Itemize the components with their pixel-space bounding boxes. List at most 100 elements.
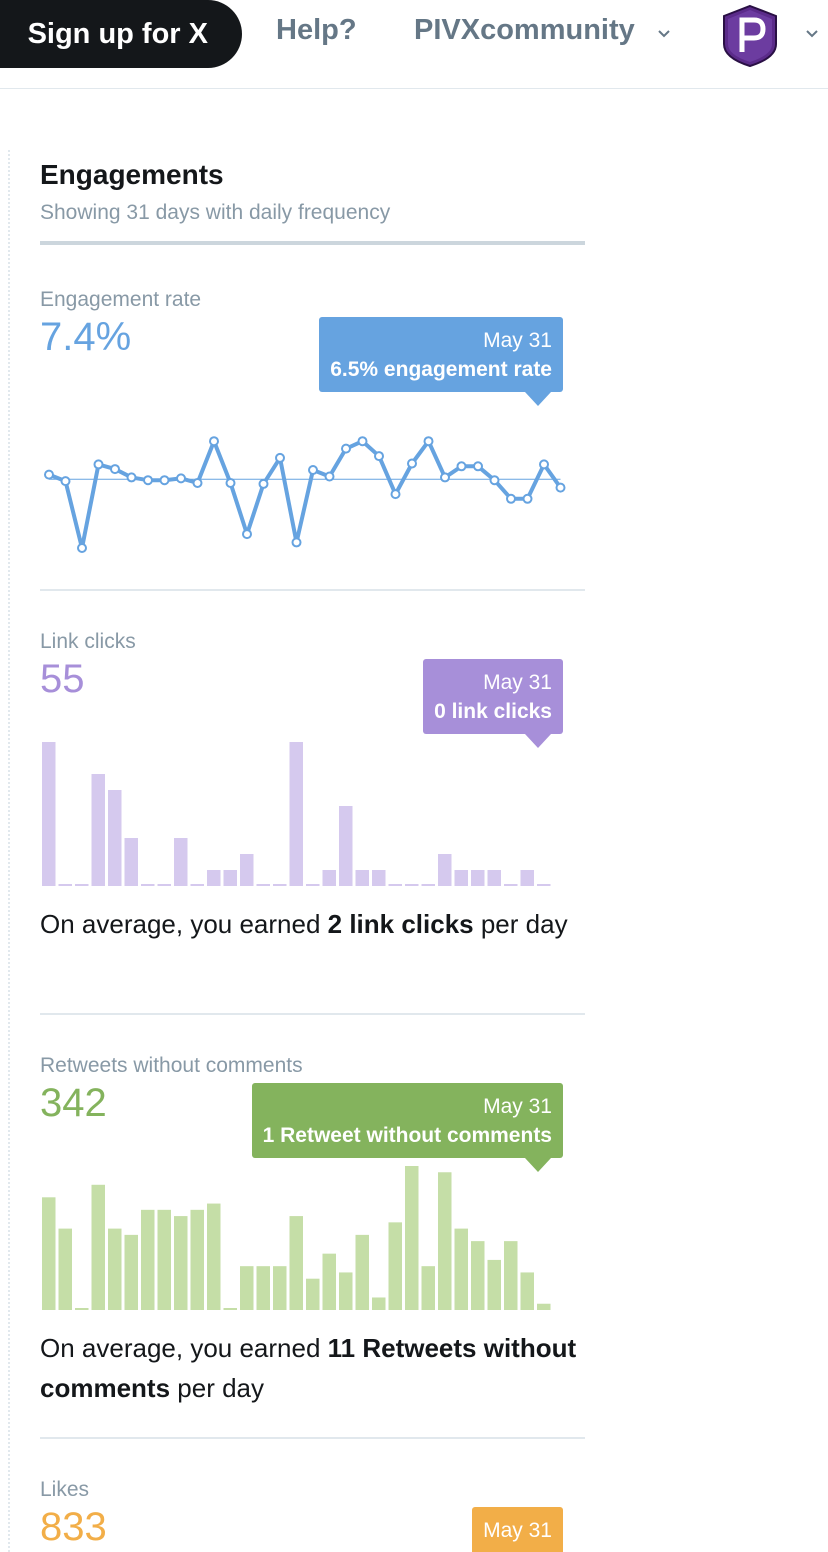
engagement-rate-point[interactable]	[192, 478, 203, 488]
engagement-rate-point[interactable]	[473, 461, 483, 472]
retweets-bar[interactable]	[289, 1216, 304, 1310]
engagement-rate-point[interactable]	[357, 436, 368, 447]
link-clicks-bar[interactable]	[124, 838, 139, 886]
retweets-bar[interactable]	[141, 1209, 155, 1310]
engagement-rate-point[interactable]	[110, 464, 120, 475]
link-clicks-bar[interactable]	[75, 884, 89, 886]
retweets-bar[interactable]	[256, 1266, 271, 1310]
retweets-bar[interactable]	[157, 1209, 172, 1310]
retweets-bar[interactable]	[322, 1253, 337, 1310]
retweets-bar[interactable]	[388, 1222, 403, 1310]
retweets-bar[interactable]	[339, 1272, 353, 1310]
link-clicks-bar[interactable]	[174, 838, 188, 886]
retweets-bar[interactable]	[454, 1228, 469, 1310]
link-clicks-bar[interactable]	[421, 884, 436, 886]
retweets-bar[interactable]	[372, 1297, 386, 1310]
link-clicks-bar[interactable]	[438, 854, 452, 886]
engagement-rate-point[interactable]	[275, 452, 285, 463]
engagement-rate-point[interactable]	[77, 543, 87, 553]
retweets-bar[interactable]	[306, 1278, 320, 1310]
engagement-rate-point[interactable]	[308, 465, 318, 475]
retweets-bar[interactable]	[487, 1259, 502, 1310]
link-clicks-bar[interactable]	[537, 884, 551, 886]
link-clicks-bar[interactable]	[141, 884, 155, 886]
engagement-rate-point[interactable]	[555, 482, 566, 493]
help-link[interactable]: Help?	[276, 14, 357, 46]
retweets-bar[interactable]	[405, 1166, 419, 1310]
engagement-rate-point[interactable]	[258, 478, 269, 489]
engagement-rate-point[interactable]	[324, 471, 335, 482]
engagement-rate-point[interactable]	[390, 489, 401, 500]
engagement-rate-point[interactable]	[242, 529, 252, 540]
retweets-bar[interactable]	[355, 1234, 370, 1310]
link-clicks-bar[interactable]	[190, 884, 205, 886]
retweets-bar[interactable]	[273, 1266, 287, 1310]
engagement-rate-point[interactable]	[225, 478, 236, 488]
retweets-bar[interactable]	[58, 1228, 73, 1310]
retweets-bar[interactable]	[223, 1308, 238, 1310]
retweets-bar[interactable]	[108, 1228, 122, 1310]
link-clicks-bar[interactable]	[42, 742, 56, 886]
engagement-rate-point[interactable]	[440, 472, 450, 483]
engagement-rate-point[interactable]	[341, 443, 351, 454]
engagement-rate-point[interactable]	[60, 476, 71, 487]
engagement-rate-point[interactable]	[456, 461, 467, 472]
engagement-rate-point[interactable]	[539, 459, 549, 470]
engagement-rate-point[interactable]	[423, 436, 434, 447]
link-clicks-bar[interactable]	[339, 806, 353, 886]
link-clicks-bar[interactable]	[487, 870, 502, 886]
engagement-rate-point[interactable]	[489, 475, 500, 486]
pivx-avatar-icon[interactable]	[721, 4, 779, 68]
retweets-bar[interactable]	[504, 1241, 518, 1310]
link-clicks-bar[interactable]	[223, 870, 238, 886]
retweets-bar[interactable]	[190, 1209, 205, 1310]
engagement-rate-point[interactable]	[291, 537, 302, 548]
engagement-rate-point[interactable]	[126, 472, 137, 483]
link-clicks-bar[interactable]	[372, 870, 386, 886]
link-clicks-bar[interactable]	[289, 742, 304, 886]
engagement-rate-point[interactable]	[522, 493, 533, 504]
retweets-bar[interactable]	[124, 1234, 139, 1310]
sign-up-x-ads-button[interactable]: Sign up for X Ads	[0, 0, 242, 118]
link-clicks-bar[interactable]	[157, 884, 172, 886]
engagement-rate-point[interactable]	[93, 459, 104, 470]
link-clicks-bar[interactable]	[273, 884, 287, 886]
account-chevron-down-icon[interactable]	[656, 26, 672, 42]
link-clicks-bar[interactable]	[504, 884, 518, 886]
retweets-bar[interactable]	[421, 1266, 436, 1310]
link-clicks-bar[interactable]	[388, 884, 403, 886]
retweets-bar[interactable]	[75, 1308, 89, 1310]
retweets-bar[interactable]	[438, 1172, 452, 1310]
engagement-rate-point[interactable]	[506, 493, 516, 504]
retweets-bar[interactable]	[471, 1241, 485, 1310]
retweets-bar[interactable]	[537, 1303, 551, 1310]
avatar-chevron-down-icon[interactable]	[804, 26, 820, 42]
retweets-bar[interactable]	[207, 1203, 221, 1310]
engagement-rate-point[interactable]	[159, 475, 170, 486]
retweets-bar[interactable]	[42, 1197, 56, 1310]
retweets-bar[interactable]	[174, 1216, 188, 1310]
link-clicks-bar[interactable]	[207, 870, 221, 886]
link-clicks-bar[interactable]	[322, 870, 337, 886]
link-clicks-bar[interactable]	[405, 884, 419, 886]
link-clicks-bar[interactable]	[454, 870, 469, 886]
link-clicks-bar[interactable]	[520, 870, 535, 886]
link-clicks-bar[interactable]	[91, 774, 106, 886]
link-clicks-bar[interactable]	[108, 790, 122, 886]
link-clicks-bar[interactable]	[355, 870, 370, 886]
retweets-bar[interactable]	[520, 1272, 535, 1310]
retweets-bar[interactable]	[91, 1184, 106, 1310]
engagement-rate-point[interactable]	[44, 469, 54, 480]
link-clicks-bar[interactable]	[240, 854, 254, 886]
link-clicks-bar[interactable]	[58, 884, 73, 886]
account-menu-label[interactable]: PIVXcommunity	[414, 14, 635, 46]
engagement-rate-point[interactable]	[209, 436, 219, 447]
retweets-bar[interactable]	[240, 1266, 254, 1310]
engagement-rate-point[interactable]	[143, 475, 153, 486]
link-clicks-bar[interactable]	[256, 884, 271, 886]
engagement-rate-point[interactable]	[374, 451, 384, 462]
engagement-rate-point[interactable]	[407, 458, 417, 469]
link-clicks-bar[interactable]	[306, 884, 320, 886]
engagement-rate-point[interactable]	[176, 473, 186, 484]
link-clicks-bar[interactable]	[471, 870, 485, 886]
